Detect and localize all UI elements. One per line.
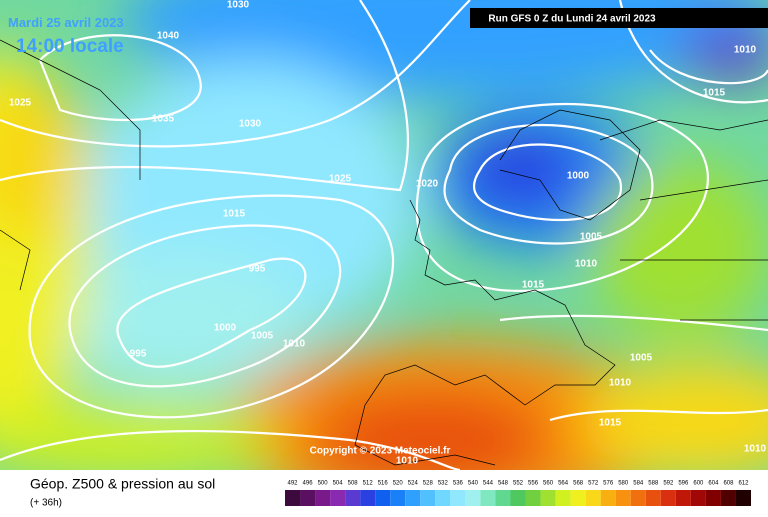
isobar-label: 1010 (609, 378, 632, 389)
colorbar-label: 564 (558, 481, 569, 487)
colorbar-label: 576 (603, 481, 614, 487)
colorbar-label: 592 (663, 481, 674, 487)
colorbar-swatch (735, 490, 751, 506)
colorbar-label: 548 (498, 481, 509, 487)
colorbar-label: 568 (573, 481, 584, 487)
isobar-label: 1015 (599, 418, 622, 429)
isobar-label: 1020 (416, 179, 439, 190)
isobar-label: 1015 (223, 209, 246, 220)
colorbar-label: 528 (423, 481, 434, 487)
isobar-label: 1030 (239, 119, 262, 130)
colorbar-swatch (435, 490, 451, 506)
colorbar-label: 596 (678, 481, 689, 487)
run-box (470, 8, 768, 28)
date: Mardi 25 avril 2023 (8, 15, 124, 30)
colorbar-label: 500 (318, 481, 329, 487)
isobar-label: 1030 (227, 0, 250, 11)
colorbar-swatch (345, 490, 361, 506)
colorbar-label: 496 (303, 481, 314, 487)
isobar-label: 1000 (214, 323, 237, 334)
colorbar-swatch (330, 490, 346, 506)
colorbar-swatch (675, 490, 691, 506)
colorbar-label: 608 (723, 481, 734, 487)
colorbar-swatch (600, 490, 616, 506)
colorbar-swatch (450, 490, 466, 506)
isobar-label: 1015 (522, 280, 545, 291)
colorbar-swatch (315, 490, 331, 506)
colorbar-swatch (285, 490, 301, 506)
colorbar-swatch (705, 490, 721, 506)
colorbar-swatch (570, 490, 586, 506)
colorbar-label: 612 (738, 481, 749, 487)
colorbar-swatch (375, 490, 391, 506)
colorbar-label: 584 (633, 481, 644, 487)
colorbar-swatch (495, 490, 511, 506)
isobar-label: 1010 (575, 259, 598, 270)
colorbar-label: 508 (348, 481, 359, 487)
isobar-label: 1005 (630, 353, 653, 364)
colorbar-swatch (585, 490, 601, 506)
isobar-label: 995 (130, 349, 147, 360)
colorbar-swatch (405, 490, 421, 506)
colorbar-label: 604 (708, 481, 719, 487)
colorbar-label: 552 (513, 481, 524, 487)
footer-subtitle: (+ 36h) (30, 498, 62, 509)
colorbar-label: 520 (393, 481, 404, 487)
isobar-label: 1010 (744, 444, 767, 455)
colorbar-swatch (300, 490, 316, 506)
footer-title: Géop. Z500 & pression au sol (30, 476, 215, 492)
colorbar-label: 556 (528, 481, 539, 487)
isobar-label: 1005 (580, 232, 603, 243)
colorbar-label: 512 (363, 481, 374, 487)
colorbar-label: 572 (588, 481, 599, 487)
isobar-label: 1005 (251, 331, 274, 342)
colorbar-swatch (660, 490, 676, 506)
colorbar-label: 536 (453, 481, 464, 487)
isobar-label: 1035 (152, 114, 175, 125)
isobar-label: 995 (249, 264, 266, 275)
colorbar-label: 544 (483, 481, 494, 487)
isobar-label: 1025 (9, 98, 32, 109)
colorbar-swatch (615, 490, 631, 506)
colorbar-swatch (555, 490, 571, 506)
colorbar-swatch (390, 490, 406, 506)
isobar-label: 1010 (283, 339, 306, 350)
colorbar-swatch (465, 490, 481, 506)
colorbar-swatch (525, 490, 541, 506)
colorbar-swatch (720, 490, 736, 506)
colorbar-label: 560 (543, 481, 554, 487)
colorbar-label: 540 (468, 481, 479, 487)
copyright: Copyright © 2023 Meteociel.fr (310, 446, 451, 457)
colorbar-label: 600 (693, 481, 704, 487)
colorbar-swatch (480, 490, 496, 506)
colorbar-label: 524 (408, 481, 419, 487)
colorbar-label: 588 (648, 481, 659, 487)
colorbar-swatch (540, 490, 556, 506)
colorbar-swatch (510, 490, 526, 506)
run-info: Run GFS 0 Z du Lundi 24 avril 2023 (488, 14, 656, 25)
colorbar-swatch (420, 490, 436, 506)
colorbar-label: 504 (333, 481, 344, 487)
colorbar-swatch (690, 490, 706, 506)
isobar-label: 1015 (703, 88, 726, 99)
isobar-label: 1000 (567, 171, 590, 182)
isobar-label: 1010 (396, 456, 419, 467)
isobar-label: 1025 (329, 174, 352, 185)
time: 14:00 locale (16, 36, 124, 57)
colorbar-label: 580 (618, 481, 629, 487)
isobar-label: 1040 (157, 31, 180, 42)
colorbar-swatch (630, 490, 646, 506)
colorbar-swatch (360, 490, 376, 506)
isobar-label: 1010 (734, 45, 757, 56)
colorbar-label: 516 (378, 481, 389, 487)
colorbar-label: 532 (438, 481, 449, 487)
colorbar-swatch (645, 490, 661, 506)
colorbar-label: 492 (288, 481, 299, 487)
